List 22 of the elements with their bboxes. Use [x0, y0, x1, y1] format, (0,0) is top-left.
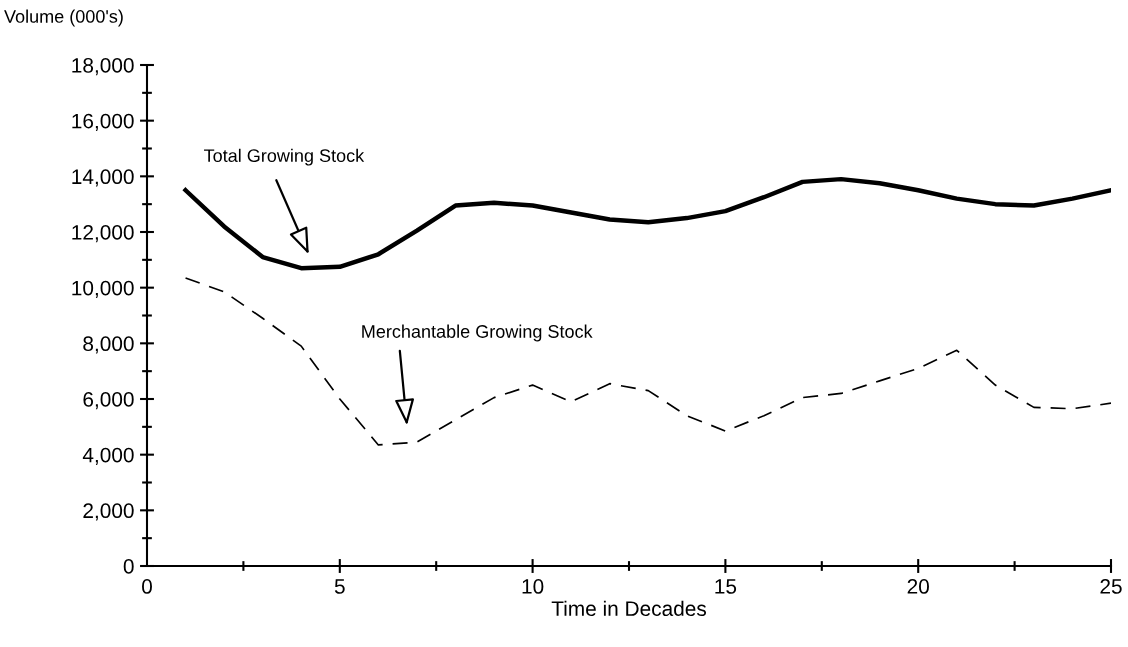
- line-series: [184, 277, 1111, 446]
- y-tick-label: 10,000: [72, 280, 134, 298]
- y-axis-title: Volume (000's): [4, 9, 123, 27]
- y-tick-label: 6,000: [83, 392, 134, 410]
- y-tick-label: 12,000: [72, 225, 134, 243]
- y-tick-label: 2,000: [83, 503, 134, 521]
- y-tick-label: 18,000: [72, 58, 134, 76]
- x-tick-label: 20: [907, 579, 929, 594]
- x-tick-label: 25: [1100, 579, 1122, 594]
- annotation: Merchantable Growing Stock: [362, 324, 593, 342]
- y-tick-label: 0: [123, 559, 134, 574]
- x-tick-label: 0: [142, 579, 152, 594]
- y-tick-label: 4,000: [82, 447, 134, 465]
- y-tick-label: 8,000: [83, 336, 134, 354]
- annotation: Total Growing Stock: [204, 148, 365, 166]
- x-tick-label: 15: [715, 579, 737, 594]
- x-axis-title: Time in Decades: [551, 600, 707, 616]
- y-tick-label: 16,000: [72, 113, 134, 131]
- x-tick-label: 10: [522, 579, 544, 594]
- line-series: [183, 176, 1111, 271]
- x-tick-label: 5: [334, 579, 345, 594]
- y-tick-label: 14,000: [72, 169, 134, 187]
